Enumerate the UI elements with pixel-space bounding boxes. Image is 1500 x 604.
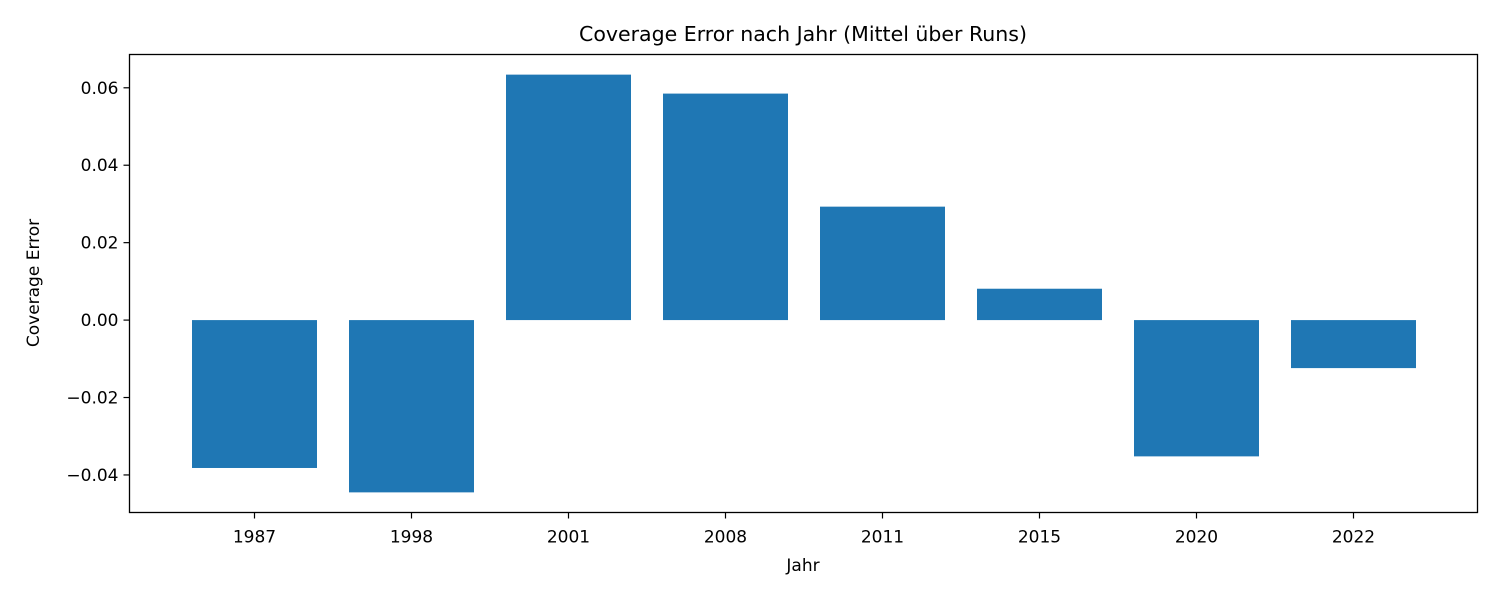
- x-axis-ticks: 1987 1998 2001 2008 2011 2015 2020 2022: [233, 512, 1375, 548]
- bar-2001: [506, 74, 631, 321]
- bar-2011: [820, 206, 945, 321]
- chart-title: Coverage Error nach Jahr (Mittel über Ru…: [579, 22, 1027, 46]
- y-tick-label: 0.04: [81, 156, 119, 176]
- y-tick-label: 0.06: [81, 79, 119, 99]
- x-axis-label: Jahr: [785, 556, 819, 576]
- x-tick-label: 2001: [547, 528, 590, 548]
- plot-area-frame: [128, 53, 1479, 514]
- x-tick-label: 2008: [704, 528, 747, 548]
- x-tick-label: 1987: [233, 528, 276, 548]
- x-tick-label: 2015: [1018, 528, 1061, 548]
- x-tick-label: 2022: [1332, 528, 1375, 548]
- x-tick-label: 2011: [861, 528, 904, 548]
- bar-2020: [1134, 320, 1259, 457]
- x-tick-label: 1998: [390, 528, 433, 548]
- bar-1987: [192, 320, 317, 468]
- bars-layer: [192, 74, 1416, 493]
- x-tick-label: 2020: [1175, 528, 1218, 548]
- y-tick-label: 0.02: [81, 234, 119, 254]
- bar-2015: [977, 288, 1102, 321]
- bar-2008: [663, 93, 788, 321]
- y-tick-label: 0.00: [81, 311, 119, 331]
- y-axis-label: Coverage Error: [24, 219, 44, 347]
- y-tick-label: −0.02: [66, 389, 118, 409]
- y-tick-label: −0.04: [66, 466, 118, 486]
- bar-2022: [1291, 320, 1416, 369]
- bar-1998: [349, 320, 474, 493]
- y-axis-ticks: −0.04 −0.02 0.00 0.02 0.04 0.06: [66, 79, 130, 486]
